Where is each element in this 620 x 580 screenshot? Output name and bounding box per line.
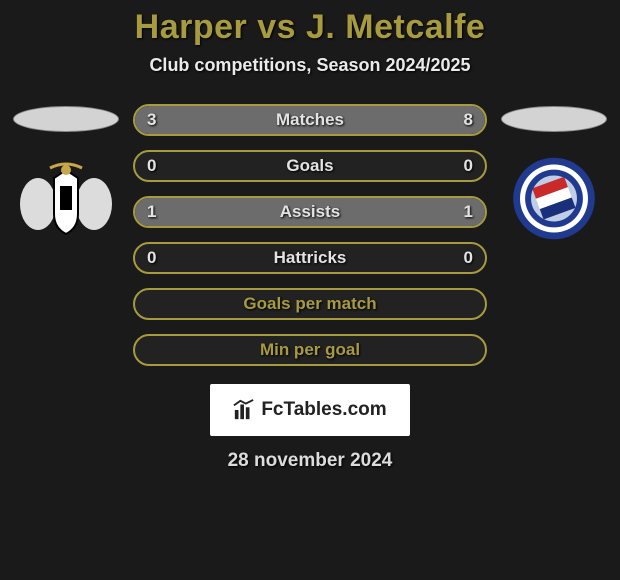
comparison-card: Harper vs J. Metcalfe Club competitions,… [0,0,620,472]
stat-label: Goals per match [135,294,485,314]
date-line: 28 november 2024 [0,450,620,472]
brand-strong: Fc [261,399,283,420]
brand-rest: Tables.com [284,399,387,420]
right-shadow-disc [501,106,607,132]
crest-right-icon [504,156,604,241]
stat-label: Min per goal [135,340,485,360]
right-side-column [499,104,609,241]
stat-label: Assists [135,202,485,222]
stat-label: Goals [135,156,485,176]
brand-badge[interactable]: FcTables.com [210,384,410,436]
subtitle: Club competitions, Season 2024/2025 [0,55,620,76]
stat-bar-goals-per-match: Goals per match [133,288,487,320]
stat-bar-goals: 00Goals [133,150,487,182]
body-row: 38Matches 00Goals 11Assists 00Hattricks Goal… [0,104,620,366]
player-left-name: Harper [135,8,248,46]
player-right-name: J. Metcalfe [306,8,485,46]
brand-text: FcTables.com [261,399,386,421]
left-club-crest [16,156,116,241]
stat-label: Matches [135,110,485,130]
page-title: Harper vs J. Metcalfe [0,8,620,47]
left-side-column [11,104,121,241]
stat-bar-hattricks: 00Hattricks [133,242,487,274]
stats-column: 38Matches 00Goals 11Assists 00Hattricks Goal… [133,104,487,366]
vs-word: vs [257,8,296,46]
right-club-crest [504,156,604,241]
stat-bar-matches: 38Matches [133,104,487,136]
stat-bar-min-per-goal: Min per goal [133,334,487,366]
stat-label: Hattricks [135,248,485,268]
chart-icon [233,399,255,421]
stat-bar-assists: 11Assists [133,196,487,228]
crest-left-icon [16,156,116,241]
left-shadow-disc [13,106,119,132]
